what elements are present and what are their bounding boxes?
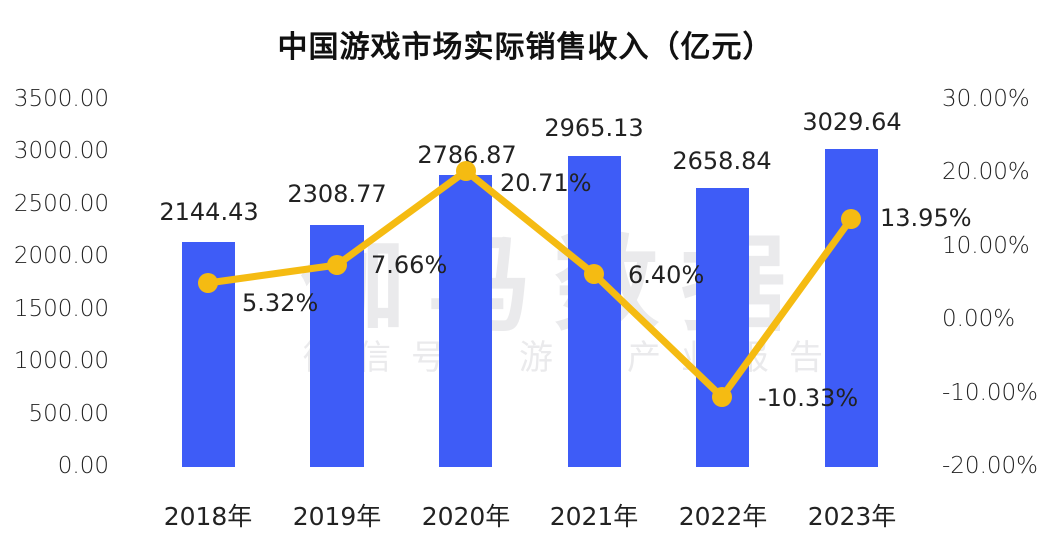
left-axis-tick: 0.00: [57, 453, 109, 479]
bar-value-label: 2965.13: [544, 114, 644, 142]
growth-value-label: 13.95%: [880, 204, 972, 232]
right-axis-tick: 30.00%: [942, 86, 1030, 112]
line-point: [327, 255, 347, 275]
growth-value-label: -10.33%: [758, 384, 859, 412]
bar-2023: [825, 149, 878, 467]
line-point: [841, 209, 861, 229]
line-point: [584, 264, 604, 284]
right-axis-tick: -20.00%: [942, 453, 1038, 479]
growth-value-label: 7.66%: [371, 251, 448, 279]
left-axis-tick: 1000.00: [13, 348, 109, 374]
x-axis-label: 2021年: [549, 502, 639, 531]
chart-title: 中国游戏市场实际销售收入（亿元）: [277, 30, 774, 65]
x-axis-label: 2020年: [421, 502, 511, 531]
bar-value-label: 3029.64: [802, 108, 902, 136]
line-point: [456, 161, 476, 181]
left-axis-tick: 500.00: [28, 401, 109, 427]
left-axis-tick: 2000.00: [13, 243, 109, 269]
left-axis-tick: 2500.00: [13, 191, 109, 217]
bar-2021: [568, 156, 621, 467]
growth-value-label: 20.71%: [500, 169, 592, 197]
line-point: [712, 387, 732, 407]
left-axis-tick: 3500.00: [13, 86, 109, 112]
growth-value-label: 6.40%: [628, 261, 705, 289]
x-axis-label: 2023年: [807, 502, 897, 531]
x-axis-label: 2019年: [292, 502, 382, 531]
right-axis-tick: 10.00%: [942, 233, 1030, 259]
x-axis-label: 2022年: [678, 502, 768, 531]
bar-2022: [696, 188, 749, 467]
right-axis-tick: 20.00%: [942, 159, 1030, 185]
line-point: [198, 273, 218, 293]
bar-value-label: 2144.43: [159, 198, 259, 226]
left-axis-tick: 1500.00: [13, 296, 109, 322]
right-axis-tick: -10.00%: [942, 380, 1038, 406]
right-axis-tick: 0.00%: [942, 306, 1016, 332]
bar-2020: [439, 175, 492, 467]
x-axis-label: 2018年: [163, 502, 253, 531]
growth-value-label: 5.32%: [242, 289, 319, 317]
bar-value-label: 2658.84: [672, 147, 772, 175]
left-axis-tick: 3000.00: [13, 138, 109, 164]
bar-value-label: 2308.77: [287, 180, 387, 208]
